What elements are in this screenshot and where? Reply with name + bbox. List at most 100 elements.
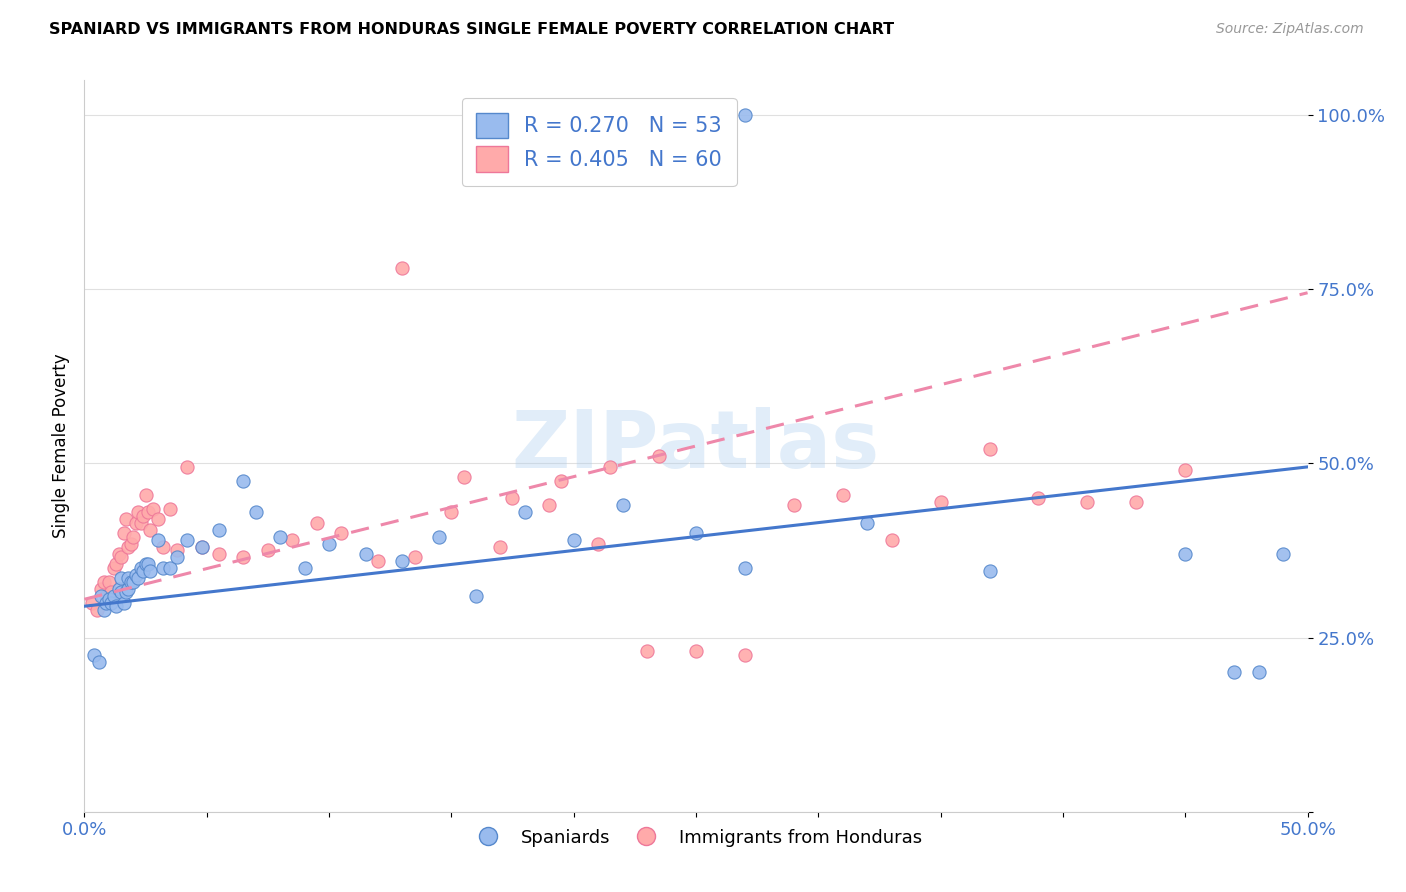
Point xyxy=(83,648,105,662)
Point xyxy=(125,516,148,530)
Point xyxy=(489,540,512,554)
Point xyxy=(132,565,155,579)
Point xyxy=(110,571,132,585)
Point xyxy=(90,589,112,603)
Point xyxy=(146,512,169,526)
Point xyxy=(831,488,853,502)
Point xyxy=(152,540,174,554)
Point xyxy=(159,501,181,516)
Y-axis label: Single Female Poverty: Single Female Poverty xyxy=(52,354,70,538)
Point xyxy=(245,505,267,519)
Point xyxy=(136,558,159,572)
Point xyxy=(110,550,132,565)
Point xyxy=(146,533,169,547)
Point xyxy=(330,526,353,541)
Point xyxy=(538,498,561,512)
Point xyxy=(110,585,132,599)
Point xyxy=(269,530,291,544)
Point xyxy=(367,554,389,568)
Point xyxy=(550,474,572,488)
Point xyxy=(391,261,413,276)
Point xyxy=(139,523,162,537)
Point xyxy=(107,547,129,561)
Point xyxy=(117,582,139,596)
Point xyxy=(132,508,155,523)
Point xyxy=(1125,494,1147,508)
Point xyxy=(105,558,128,572)
Point xyxy=(129,516,152,530)
Point xyxy=(96,589,118,603)
Point xyxy=(191,540,214,554)
Point xyxy=(86,603,108,617)
Point xyxy=(404,550,426,565)
Point xyxy=(318,536,340,550)
Point xyxy=(93,574,115,589)
Point xyxy=(257,543,280,558)
Point xyxy=(208,547,231,561)
Point xyxy=(122,530,145,544)
Text: Source: ZipAtlas.com: Source: ZipAtlas.com xyxy=(1216,22,1364,37)
Point xyxy=(139,565,162,579)
Point xyxy=(464,589,486,603)
Point xyxy=(880,533,903,547)
Point xyxy=(440,505,463,519)
Point xyxy=(80,596,103,610)
Point xyxy=(783,498,806,512)
Point xyxy=(1247,665,1270,680)
Point xyxy=(103,589,125,603)
Point xyxy=(1076,494,1098,508)
Point xyxy=(1174,463,1197,477)
Point xyxy=(562,533,585,547)
Point xyxy=(929,494,952,508)
Point xyxy=(734,561,756,575)
Point xyxy=(127,571,149,585)
Point xyxy=(391,554,413,568)
Point xyxy=(685,526,707,541)
Point xyxy=(427,530,450,544)
Point xyxy=(117,571,139,585)
Point xyxy=(97,574,120,589)
Point xyxy=(87,655,110,669)
Point xyxy=(100,585,122,599)
Point xyxy=(120,536,142,550)
Point xyxy=(135,488,157,502)
Point xyxy=(294,561,316,575)
Point xyxy=(612,498,634,512)
Point xyxy=(112,526,135,541)
Point xyxy=(112,596,135,610)
Point xyxy=(208,523,231,537)
Point xyxy=(502,491,524,506)
Point xyxy=(1272,547,1295,561)
Point xyxy=(453,470,475,484)
Point xyxy=(105,599,128,614)
Point xyxy=(115,585,138,599)
Point xyxy=(979,442,1001,457)
Point xyxy=(90,582,112,596)
Point xyxy=(191,540,214,554)
Point xyxy=(586,536,609,550)
Point xyxy=(281,533,304,547)
Point xyxy=(599,459,621,474)
Point xyxy=(97,592,120,607)
Point xyxy=(117,540,139,554)
Point xyxy=(127,505,149,519)
Point xyxy=(122,574,145,589)
Point xyxy=(734,648,756,662)
Point xyxy=(305,516,328,530)
Point xyxy=(166,543,188,558)
Point xyxy=(152,561,174,575)
Point xyxy=(120,574,142,589)
Point xyxy=(1174,547,1197,561)
Point xyxy=(107,582,129,596)
Legend: Spaniards, Immigrants from Honduras: Spaniards, Immigrants from Honduras xyxy=(463,822,929,854)
Point xyxy=(648,450,671,464)
Point xyxy=(856,516,879,530)
Point xyxy=(103,561,125,575)
Point xyxy=(136,505,159,519)
Text: SPANIARD VS IMMIGRANTS FROM HONDURAS SINGLE FEMALE POVERTY CORRELATION CHART: SPANIARD VS IMMIGRANTS FROM HONDURAS SIN… xyxy=(49,22,894,37)
Point xyxy=(513,505,536,519)
Point xyxy=(115,512,138,526)
Point xyxy=(93,603,115,617)
Point xyxy=(176,533,198,547)
Point xyxy=(176,459,198,474)
